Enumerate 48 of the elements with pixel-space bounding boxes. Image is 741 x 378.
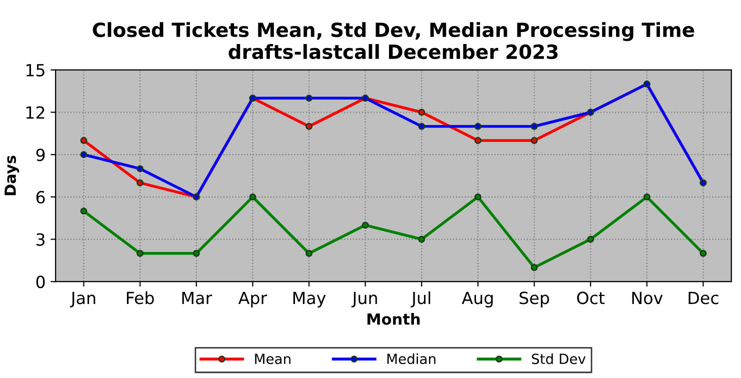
legend-label: Std Dev [532,353,586,364]
point [306,122,312,130]
y-axis-title: Days [4,156,20,196]
y-tick-label: 3 [36,233,45,246]
point [80,208,88,215]
point [249,193,256,200]
x-tick-label: May [293,292,326,308]
point [306,94,312,102]
point [362,222,369,229]
x-axis-title: Month [368,313,420,325]
point [418,236,426,243]
point [136,165,144,172]
point [530,122,538,130]
x-tick-label: Mar [182,292,212,304]
x-tick-label: Jul [410,291,430,308]
y-tick-label: 15 [26,64,44,76]
point [80,151,88,158]
x-tick-label: Feb [126,291,154,304]
x-tick-label: Aug [462,292,493,308]
point [192,250,200,257]
chart-title: Closed Tickets Mean, Std Dev, Median Processing Time drafts-lastcall December 2023 [92,22,694,60]
x-tick-label: Apr [238,292,268,308]
x-tick-label: Jun [351,292,377,308]
point [306,250,312,257]
point [474,137,482,144]
legend-label: Mean [255,354,290,364]
y-tick-label: 9 [36,148,45,162]
point [530,264,538,271]
x-tick-label: Nov [632,292,663,304]
point [136,250,144,257]
point [700,250,707,257]
point [643,193,650,200]
point [530,137,538,144]
point [474,193,482,200]
x-tick-label: Dec [688,292,718,304]
legend-label: Median [387,353,436,364]
point [136,179,144,186]
x-tick-label: Jan [70,292,96,308]
y-tick-label: 0 [36,276,45,288]
point [587,236,594,243]
x-tick-label: Oct [577,292,605,304]
x-tick-label: Sep [520,292,550,308]
y-tick-label: 12 [26,106,44,119]
y-tick-label: 6 [36,190,45,204]
point [474,122,482,130]
point [418,122,426,130]
point [80,137,88,144]
point [418,108,426,116]
